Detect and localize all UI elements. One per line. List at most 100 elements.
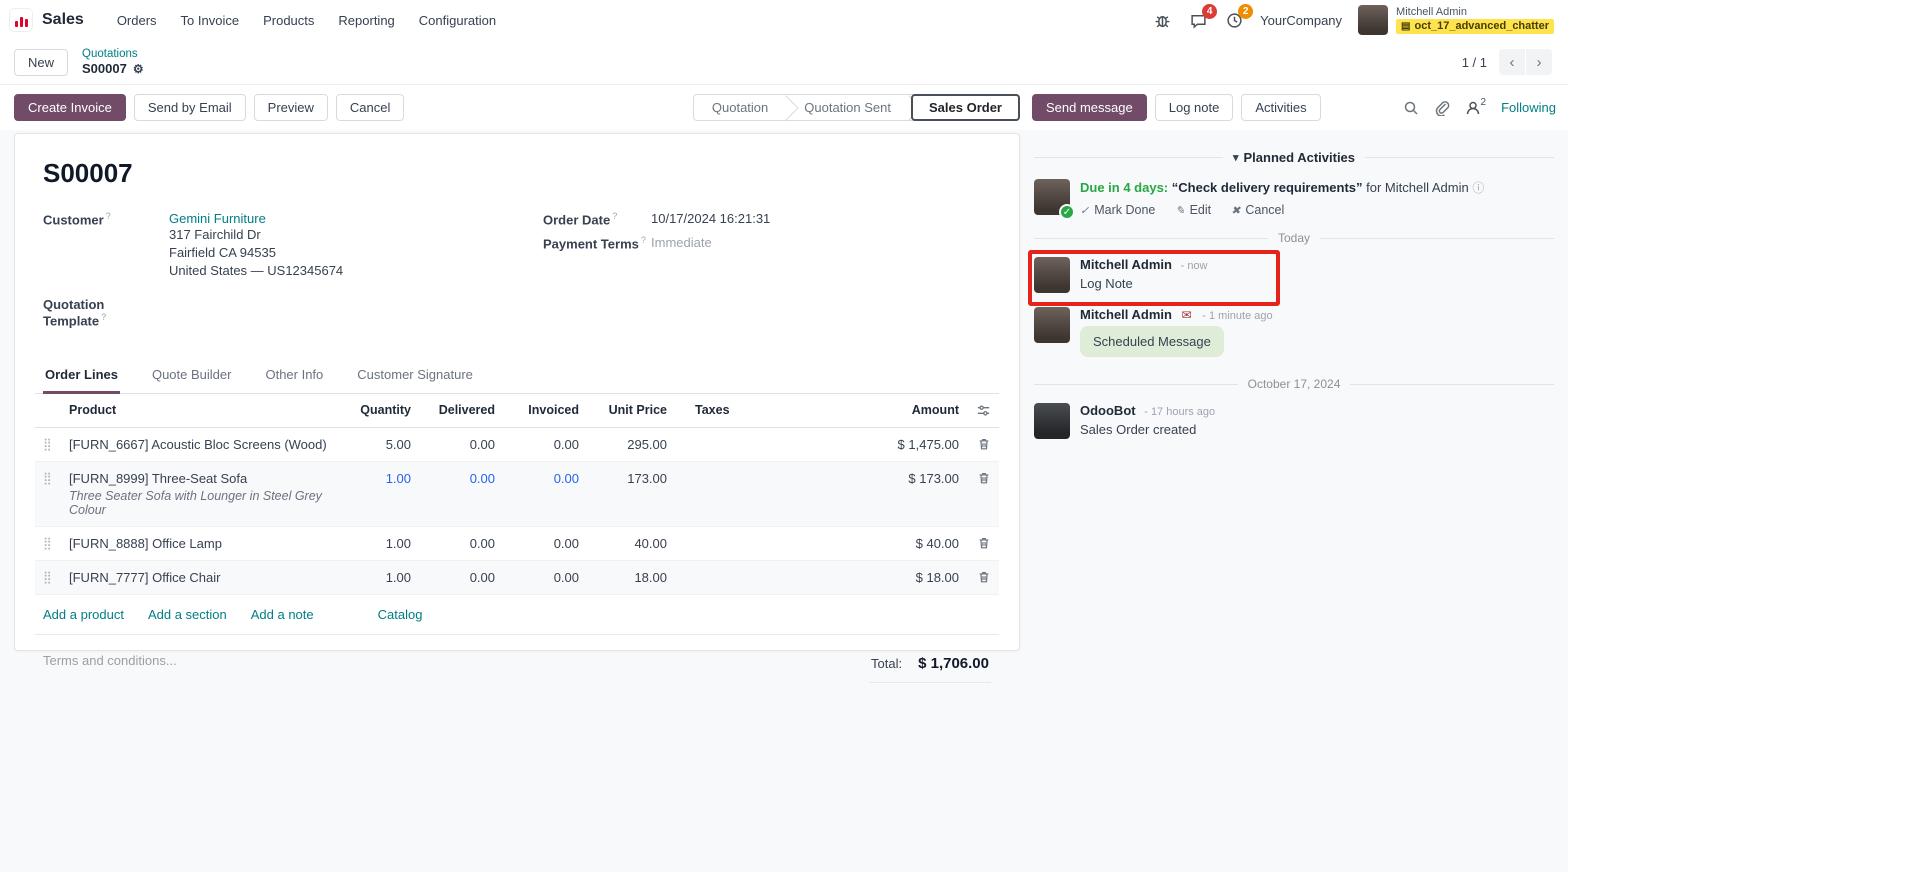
- activity-summary: “Check delivery requirements”: [1171, 180, 1363, 195]
- status-quotation[interactable]: Quotation: [694, 95, 786, 120]
- quantity-cell[interactable]: 1.00: [385, 569, 411, 585]
- send-message-button[interactable]: Send message: [1032, 94, 1147, 121]
- unit-price-cell[interactable]: 18.00: [634, 569, 667, 585]
- planned-activities-toggle[interactable]: ▾ Planned Activities: [1233, 150, 1355, 165]
- breadcrumb-quotations[interactable]: Quotations: [82, 48, 138, 60]
- unit-price-cell[interactable]: 40.00: [634, 535, 667, 551]
- col-unit-price[interactable]: Unit Price: [608, 403, 667, 418]
- product-cell[interactable]: [FURN_8888] Office Lamp: [69, 535, 222, 551]
- invoiced-cell[interactable]: 0.00: [553, 535, 579, 551]
- following-toggle[interactable]: Following: [1501, 100, 1556, 115]
- bug-icon[interactable]: [1152, 10, 1172, 30]
- quantity-cell[interactable]: 5.00: [385, 436, 411, 452]
- product-cell[interactable]: [FURN_6667] Acoustic Bloc Screens (Wood): [69, 436, 327, 452]
- drag-handle-icon[interactable]: ⣿: [43, 569, 52, 584]
- user-block: Mitchell Admin ▤ oct_17_advanced_chatter: [1396, 6, 1554, 35]
- amount-cell: $ 40.00: [915, 535, 959, 551]
- delivered-cell[interactable]: 0.00: [469, 436, 495, 452]
- drag-handle-icon[interactable]: ⣿: [43, 436, 52, 451]
- help-icon: ?: [612, 211, 618, 221]
- add-product-link[interactable]: Add a product: [43, 606, 124, 622]
- company-switcher[interactable]: YourCompany: [1260, 12, 1343, 28]
- tab-customer-signature[interactable]: Customer Signature: [357, 366, 473, 382]
- preview-button[interactable]: Preview: [253, 94, 328, 121]
- invoiced-cell[interactable]: 0.00: [553, 436, 579, 452]
- add-note-link[interactable]: Add a note: [250, 606, 314, 622]
- col-product[interactable]: Product: [69, 403, 117, 418]
- optional-columns-icon[interactable]: [959, 403, 991, 418]
- pager-next-icon[interactable]: ›: [1526, 49, 1552, 75]
- action-gear-icon[interactable]: ⚙: [132, 61, 144, 76]
- product-cell[interactable]: [FURN_8999] Three-Seat Sofa Three Seater…: [69, 471, 327, 517]
- tab-quote-builder[interactable]: Quote Builder: [151, 366, 232, 382]
- add-section-link[interactable]: Add a section: [147, 606, 227, 622]
- delivered-cell[interactable]: 0.00: [469, 535, 495, 551]
- activity-due: Due in 4 days:: [1080, 180, 1169, 195]
- col-quantity[interactable]: Quantity: [360, 403, 411, 418]
- table-header: Product Quantity Delivered Invoiced Unit…: [35, 394, 999, 428]
- app-name[interactable]: Sales: [42, 11, 84, 28]
- delete-row-icon[interactable]: [959, 536, 991, 550]
- pager: 1 / 1 ‹ ›: [1462, 49, 1552, 75]
- drag-handle-icon[interactable]: ⣿: [43, 535, 52, 550]
- menu-products[interactable]: Products: [263, 12, 315, 28]
- create-invoice-button[interactable]: Create Invoice: [14, 94, 126, 121]
- product-cell[interactable]: [FURN_7777] Office Chair: [69, 569, 221, 585]
- info-icon[interactable]: ⓘ: [1472, 181, 1485, 195]
- attachments-icon[interactable]: [1434, 100, 1450, 116]
- order-date-field[interactable]: 10/17/2024 16:21:31: [651, 211, 771, 226]
- delete-row-icon[interactable]: [959, 471, 991, 485]
- unit-price-cell[interactable]: 173.00: [627, 470, 667, 486]
- messages-icon[interactable]: 4: [1188, 4, 1218, 30]
- unit-price-cell[interactable]: 295.00: [627, 436, 667, 452]
- status-sales-order[interactable]: Sales Order: [911, 94, 1020, 121]
- delivered-cell[interactable]: 0.00: [469, 470, 495, 486]
- amount-cell: $ 1,475.00: [897, 436, 959, 452]
- mark-done-button[interactable]: ✓ Mark Done: [1080, 203, 1156, 217]
- status-quotation-sent[interactable]: Quotation Sent: [786, 95, 909, 120]
- line-links: Add a product Add a section Add a note C…: [35, 595, 999, 635]
- cancel-button[interactable]: Cancel: [335, 94, 405, 121]
- drag-handle-icon[interactable]: ⣿: [43, 470, 52, 485]
- user-menu[interactable]: Mitchell Admin ▤ oct_17_advanced_chatter: [1358, 5, 1554, 35]
- message-scheduled: Mitchell Admin ✉ - 1 minute ago Schedule…: [1034, 299, 1554, 363]
- followers-button[interactable]: 2: [1465, 97, 1486, 116]
- quantity-cell[interactable]: 1.00: [385, 535, 411, 551]
- delete-row-icon[interactable]: [959, 570, 991, 584]
- table-row: ⣿ [FURN_8888] Office Lamp 1.00 0.00 0.00…: [35, 527, 999, 561]
- table-row: ⣿ [FURN_6667] Acoustic Bloc Screens (Woo…: [35, 428, 999, 462]
- send-by-email-button[interactable]: Send by Email: [133, 94, 246, 121]
- sales-app-icon[interactable]: [10, 9, 32, 31]
- invoiced-cell[interactable]: 0.00: [553, 569, 579, 585]
- tab-order-lines[interactable]: Order Lines: [43, 358, 120, 394]
- activities-button[interactable]: Activities: [1241, 94, 1321, 121]
- col-taxes[interactable]: Taxes: [695, 403, 730, 418]
- invoiced-cell[interactable]: 0.00: [553, 470, 579, 486]
- delete-row-icon[interactable]: [959, 437, 991, 451]
- menu-configuration[interactable]: Configuration: [418, 12, 497, 28]
- cancel-activity-button[interactable]: ✖ Cancel: [1231, 203, 1285, 217]
- payment-terms-field[interactable]: Immediate: [651, 235, 712, 251]
- search-messages-icon[interactable]: [1403, 100, 1419, 116]
- log-note-button[interactable]: Log note: [1154, 94, 1234, 121]
- col-invoiced[interactable]: Invoiced: [528, 403, 579, 418]
- terms-field[interactable]: Terms and conditions...: [43, 652, 177, 668]
- col-amount[interactable]: Amount: [911, 403, 959, 418]
- activities-icon[interactable]: 2: [1224, 4, 1254, 30]
- catalog-link[interactable]: Catalog: [377, 606, 423, 622]
- col-delivered[interactable]: Delivered: [438, 403, 495, 418]
- menu-to-invoice[interactable]: To Invoice: [180, 12, 240, 28]
- menu-reporting[interactable]: Reporting: [338, 12, 395, 28]
- pager-previous-icon[interactable]: ‹: [1499, 49, 1525, 75]
- menu-orders[interactable]: Orders: [116, 12, 157, 28]
- quotation-template-label: Quotation Template?: [43, 296, 107, 328]
- quantity-cell[interactable]: 1.00: [385, 470, 411, 486]
- edit-activity-button[interactable]: ✎ Edit: [1175, 203, 1212, 217]
- close-icon: ✖: [1231, 204, 1241, 217]
- top-navbar: Sales Orders To Invoice Products Reporti…: [0, 0, 1568, 40]
- customer-link[interactable]: Gemini Furniture: [169, 211, 266, 226]
- tab-other-info[interactable]: Other Info: [265, 366, 324, 382]
- new-button[interactable]: New: [14, 48, 69, 76]
- chatter-panel: ▾ Planned Activities ✓ Due in 4 days: “C…: [1020, 130, 1568, 872]
- delivered-cell[interactable]: 0.00: [469, 569, 495, 585]
